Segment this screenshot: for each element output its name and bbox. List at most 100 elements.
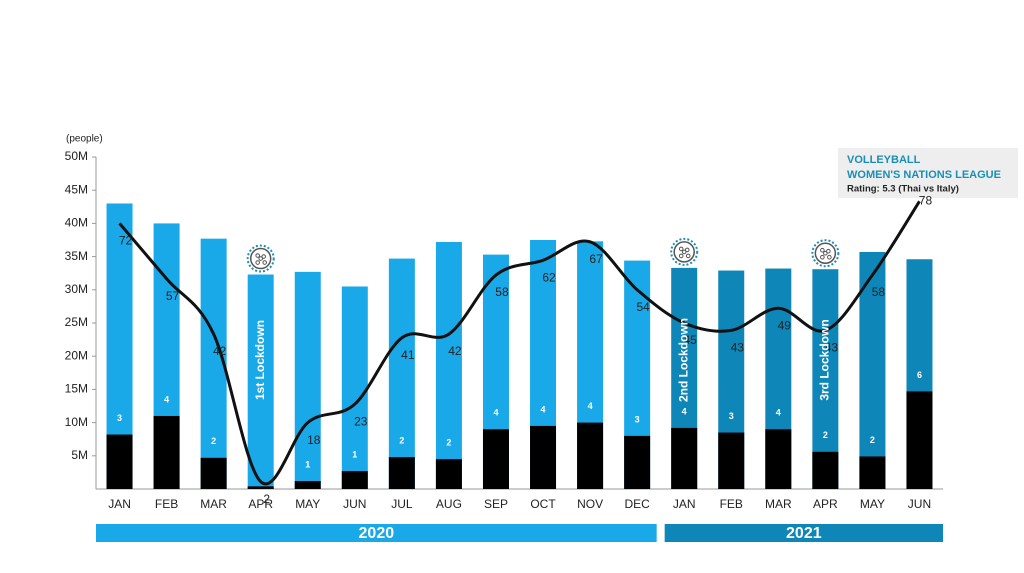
sub-bar xyxy=(812,451,839,489)
sub-bar-label: 2 xyxy=(211,436,216,446)
line-label: 43 xyxy=(825,341,839,355)
callout-subtitle: WOMEN'S NATIONS LEAGUE xyxy=(847,169,1001,181)
period-label: 2021 xyxy=(786,525,822,542)
virus-dot xyxy=(258,256,263,261)
line-label: 58 xyxy=(872,285,886,299)
virus-core xyxy=(814,242,837,264)
sub-bar-label: 3 xyxy=(117,413,122,423)
sub-bar-label: 3 xyxy=(635,414,640,424)
sub-bar-label: 1 xyxy=(352,449,357,459)
line xyxy=(118,200,921,486)
y-tick-label: 25M xyxy=(65,315,88,329)
sub-bar xyxy=(247,486,274,489)
sub-bar xyxy=(718,432,745,489)
sub-bar-label: 6 xyxy=(917,370,922,380)
virus-dot xyxy=(820,247,825,253)
x-tick-label: APR xyxy=(248,497,273,511)
y-tick-label: 35M xyxy=(65,249,88,263)
line-label: 41 xyxy=(401,348,415,362)
x-tick-label: MAR xyxy=(765,497,792,511)
sub-bar xyxy=(106,434,133,489)
event-label: 2nd Lockdown xyxy=(676,318,690,402)
virus-dot xyxy=(681,249,687,255)
bar xyxy=(294,271,321,489)
x-tick-label: SEP xyxy=(484,497,508,511)
sub-bar-label: 2 xyxy=(823,430,828,440)
line-label: 57 xyxy=(166,289,180,303)
sub-bar-label: 2 xyxy=(446,437,451,447)
line-label: 42 xyxy=(448,344,462,358)
x-tick-label: FEB xyxy=(155,497,178,511)
sub-bar-label: 4 xyxy=(682,406,687,416)
virus-dot xyxy=(255,253,260,258)
y-tick-label: 30M xyxy=(65,282,88,296)
event-label: 3rd Lockdown xyxy=(818,319,832,400)
x-tick-label: OCT xyxy=(530,497,556,511)
virus-icon xyxy=(811,239,840,268)
x-tick-label: JUN xyxy=(908,497,931,511)
virus-icon xyxy=(246,244,275,273)
line-label: 78 xyxy=(919,193,933,207)
sub-bar xyxy=(341,471,368,489)
bar xyxy=(859,251,886,489)
sub-bar xyxy=(765,429,792,489)
sub-bar-label: 4 xyxy=(164,394,169,404)
line-label: 42 xyxy=(213,344,227,358)
line-label: 2 xyxy=(263,492,270,506)
x-tick-label: MAY xyxy=(860,497,885,511)
sub-bar xyxy=(577,422,604,489)
x-tick-label: JUL xyxy=(391,497,413,511)
sub-bar xyxy=(906,391,933,489)
callout-box xyxy=(838,148,1018,198)
bar xyxy=(247,274,274,489)
virus-core xyxy=(673,241,695,263)
sub-bar xyxy=(859,456,886,489)
line-label: 72 xyxy=(119,234,133,248)
y-tick-label: 50M xyxy=(65,149,88,163)
x-tick-label: NOV xyxy=(577,497,603,511)
callout-title: VOLLEYBALL xyxy=(847,154,921,166)
sub-bar-label: 4 xyxy=(776,408,781,418)
virus-dot xyxy=(255,260,260,265)
virus-dot xyxy=(262,260,267,265)
x-tick-label: DEC xyxy=(624,497,650,511)
sub-bar xyxy=(435,459,462,489)
x-tick-label: FEB xyxy=(720,497,743,511)
callout-text: Rating: 5.3 (Thai vs Italy) xyxy=(847,184,959,195)
x-tick-label: APR xyxy=(813,497,838,511)
line-label: 67 xyxy=(589,252,603,266)
sub-bar-label: 4 xyxy=(541,404,546,414)
line-label: 62 xyxy=(542,270,556,284)
y-tick-label: 5M xyxy=(71,448,88,462)
sub-bar xyxy=(200,457,227,489)
x-tick-label: MAR xyxy=(200,497,227,511)
sub-bar-label: 2 xyxy=(870,435,875,445)
virus-dot xyxy=(827,254,832,260)
sub-bar-label: 2 xyxy=(399,436,404,446)
virus-dot xyxy=(678,246,684,252)
sub-bar xyxy=(482,429,509,489)
x-tick-label: MAY xyxy=(295,497,320,511)
y-tick-label: 20M xyxy=(65,348,88,362)
sub-bar xyxy=(530,425,557,489)
sub-bar-label: 4 xyxy=(493,408,498,418)
period-band xyxy=(96,524,657,542)
x-tick-label: JAN xyxy=(108,497,131,511)
period-label: 2020 xyxy=(359,525,395,542)
x-tick-label: JAN xyxy=(673,497,696,511)
virus-icon xyxy=(670,237,699,266)
virus-dot xyxy=(820,254,825,260)
line-label: 54 xyxy=(636,300,650,314)
sub-bar-label: 3 xyxy=(729,411,734,421)
period-band xyxy=(664,524,943,542)
sub-bar xyxy=(388,457,415,489)
bar xyxy=(388,258,415,489)
line-label: 43 xyxy=(731,341,745,355)
line-label: 45 xyxy=(684,333,698,347)
y-tick-label: 15M xyxy=(65,382,88,396)
line-label: 23 xyxy=(354,414,368,428)
line-label: 18 xyxy=(307,433,321,447)
virus-dot xyxy=(826,248,831,254)
event-label: 1st Lockdown xyxy=(253,320,267,400)
